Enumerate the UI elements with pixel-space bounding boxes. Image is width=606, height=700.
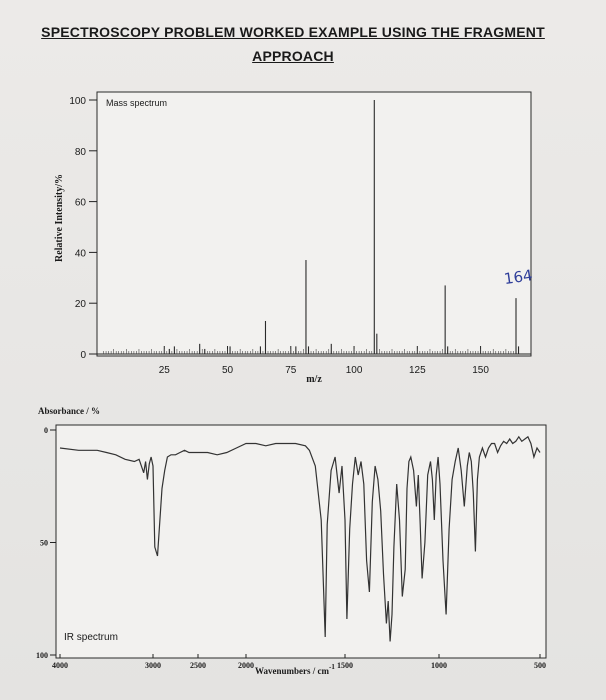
ir-y-tick-label: 0 (44, 426, 48, 435)
ms-x-tick-label: 75 (285, 365, 297, 376)
ms-x-axis-label: m/z (306, 374, 322, 385)
ms-y-tick-label: 100 (69, 96, 86, 107)
ir-x-tick-label: 2000 (238, 661, 254, 670)
ir-x-tick-label: 500 (534, 661, 546, 670)
ir-x-tick-label: 1000 (431, 661, 447, 670)
page-title-line1: SPECTROSCOPY PROBLEM WORKED EXAMPLE USIN… (41, 24, 545, 40)
ir-y-tick-label: 50 (40, 539, 48, 548)
ir-plot-frame (55, 424, 547, 659)
ms-x-tick-label: 25 (159, 365, 171, 376)
ir-y-axis-label: Absorbance / % (38, 406, 100, 416)
ms-panel-label: Mass spectrum (106, 98, 167, 108)
ms-y-tick-label: 20 (75, 299, 87, 310)
ir-spectrum-trace (59, 435, 541, 642)
ms-y-tick-label: 60 (75, 198, 87, 209)
ir-x-tick-label: 3000 (145, 661, 161, 670)
ms-y-axis-label: Relative Intensity/% (54, 174, 65, 262)
ms-x-tick-label: 125 (409, 365, 426, 376)
ms-y-tick-label: 0 (80, 350, 86, 361)
ir-x-axis-label: Wavenumbers / cm-1 (255, 663, 335, 676)
ms-plot-frame (96, 91, 532, 357)
ms-x-tick-label: 50 (222, 365, 234, 376)
ir-y-tick-label: 100 (36, 651, 48, 660)
ir-x-axis-label-text: Wavenumbers / cm (255, 666, 329, 676)
page-title: SPECTROSCOPY PROBLEM WORKED EXAMPLE USIN… (38, 20, 548, 68)
ms-y-tick-label: 80 (75, 147, 87, 158)
ir-x-axis-label-sup: -1 (329, 663, 335, 671)
ir-x-tick-label: 2500 (190, 661, 206, 670)
ir-panel-label: IR spectrum (64, 632, 118, 643)
page-title-line2: APPROACH (252, 48, 334, 64)
ms-annotation-164: 164 (503, 266, 534, 288)
ms-x-tick-label: 150 (472, 365, 489, 376)
ms-x-tick-label: 100 (346, 365, 363, 376)
ir-x-tick-label: 1500 (337, 661, 353, 670)
ir-x-tick-label: 4000 (52, 661, 68, 670)
ms-y-tick-label: 40 (75, 248, 87, 259)
